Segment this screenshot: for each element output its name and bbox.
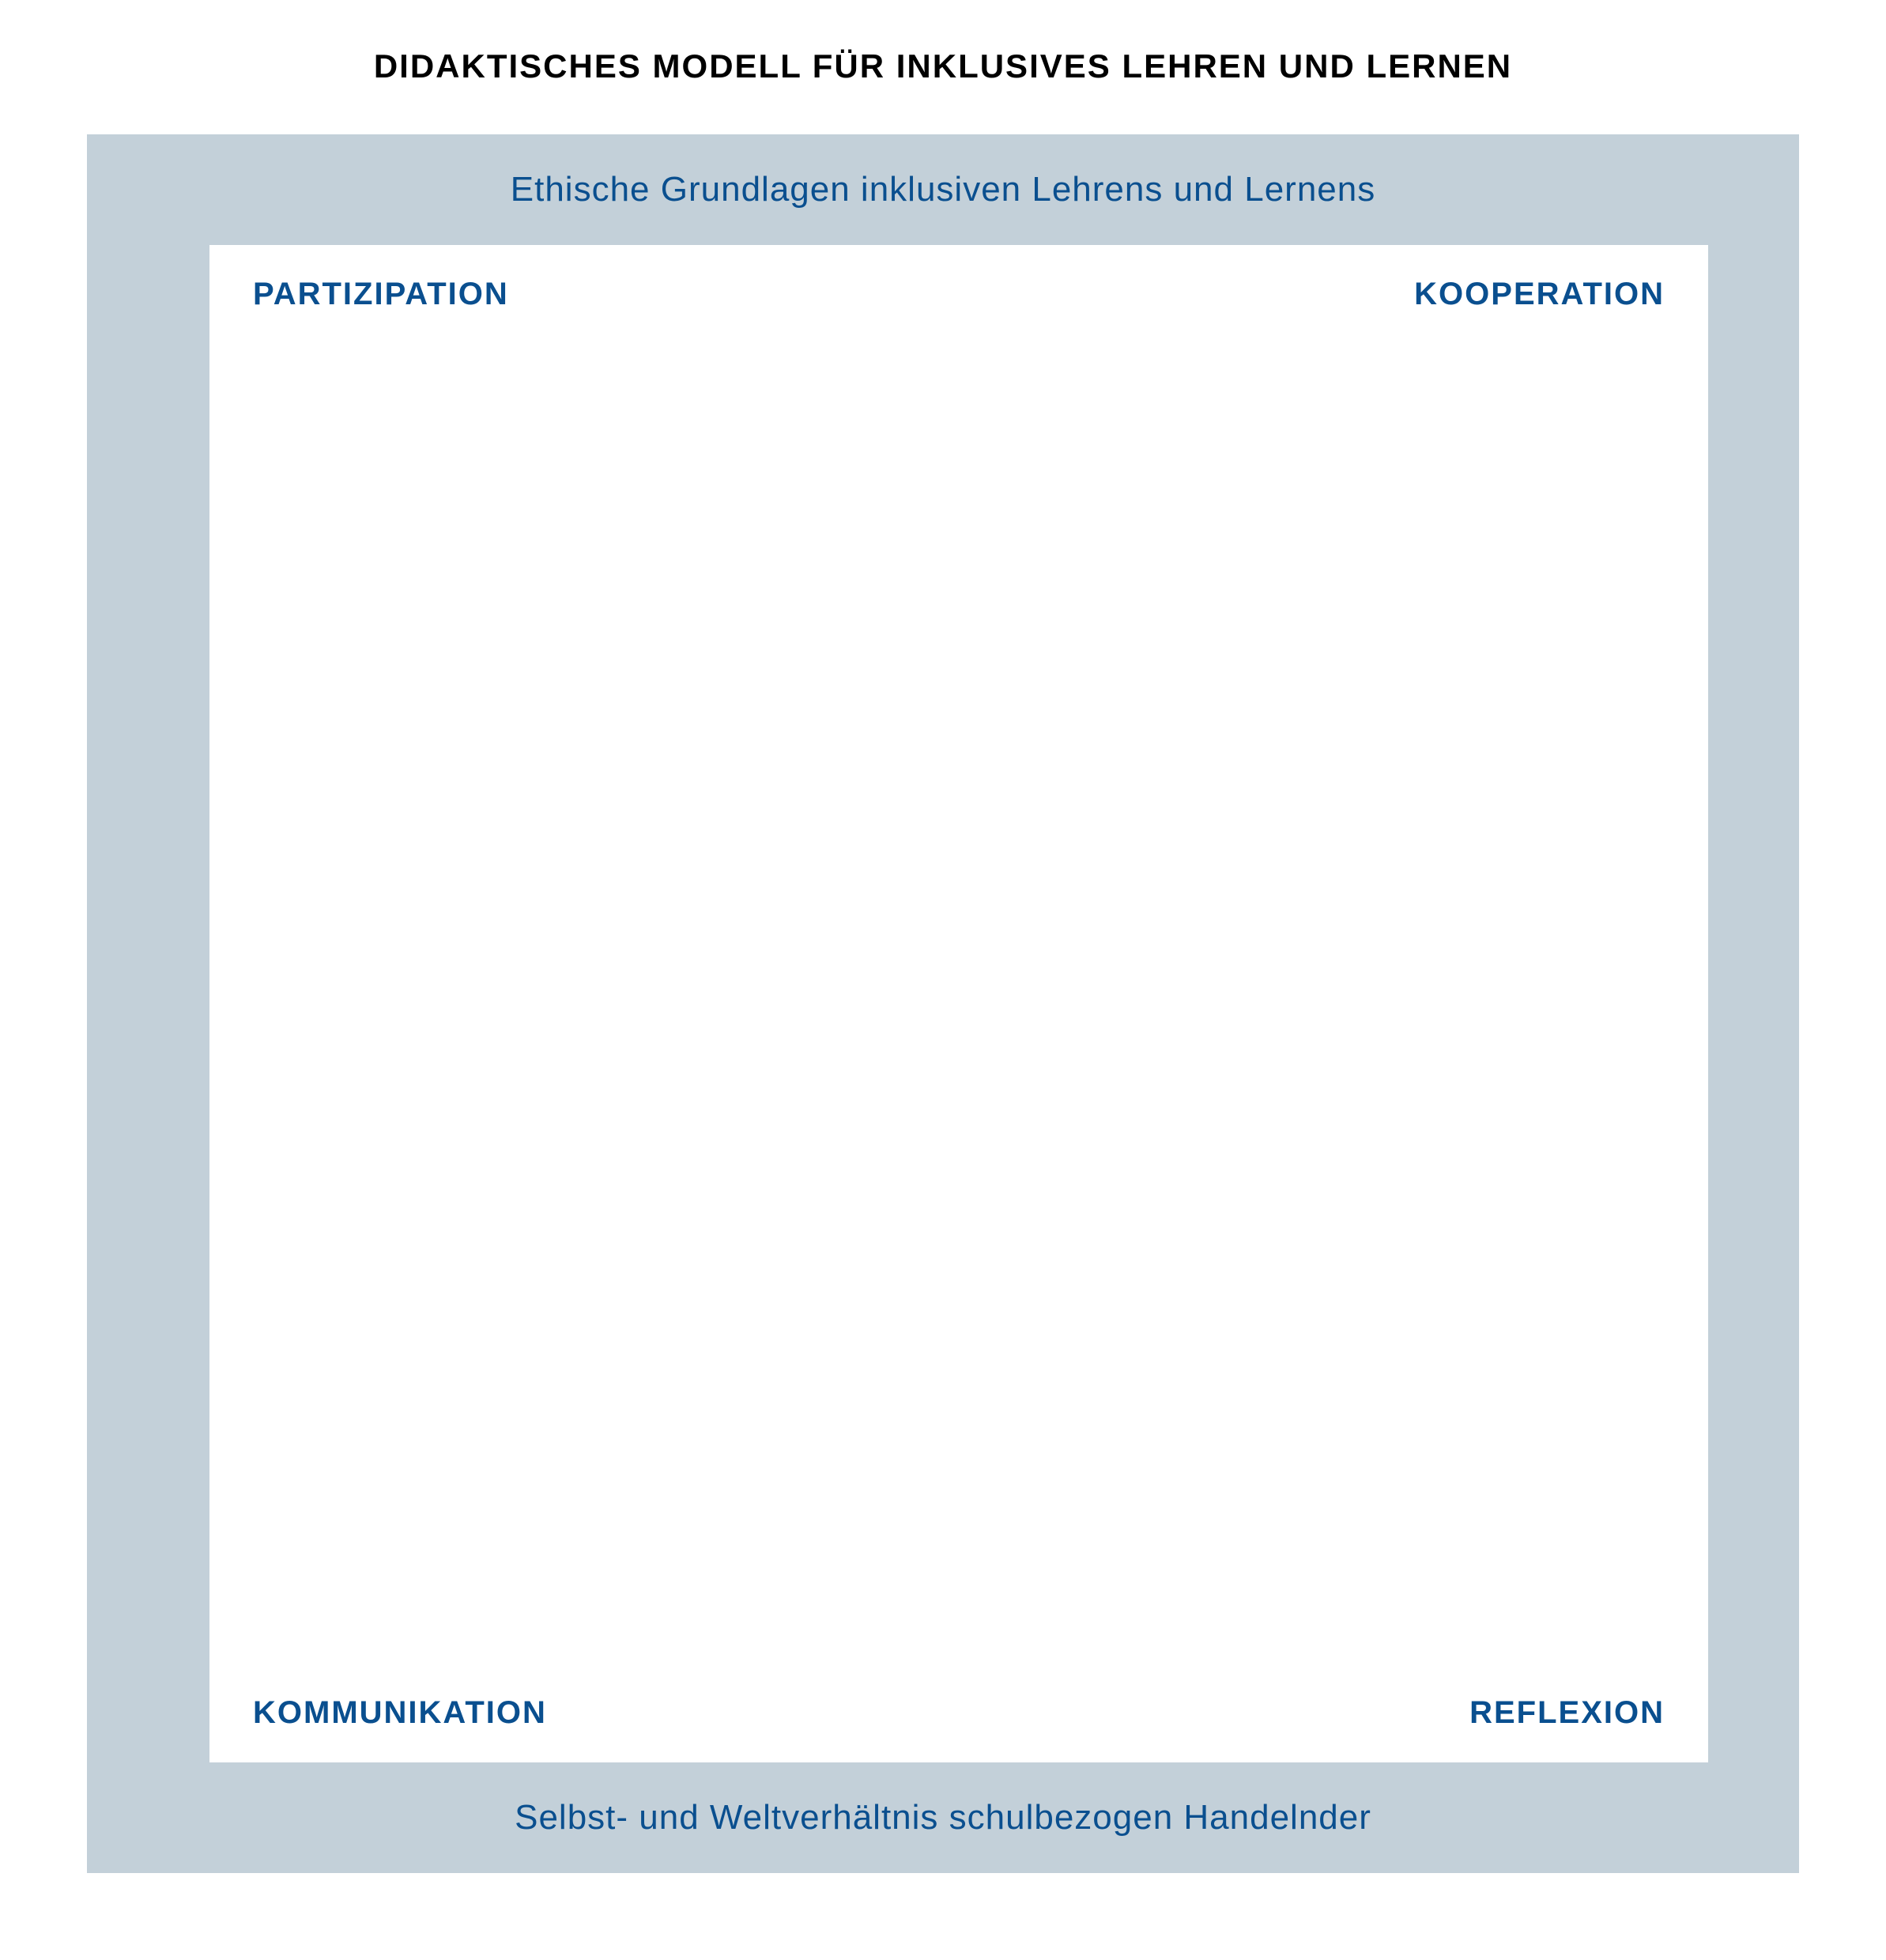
- inner-area: PARTIZIPATION KOOPERATION KOMMUNIKATION …: [209, 245, 1708, 1762]
- corner-top-right: KOOPERATION: [1414, 277, 1665, 312]
- outer-frame: Ethische Grundlagen inklusiven Lehrens u…: [87, 134, 1799, 1873]
- corner-top-left: PARTIZIPATION: [253, 277, 509, 312]
- frame-label-top: Ethische Grundlagen inklusiven Lehrens u…: [87, 170, 1799, 209]
- corner-bottom-left: KOMMUNIKATION: [253, 1695, 547, 1731]
- corner-bottom-right: REFLEXION: [1469, 1695, 1665, 1731]
- diagram-title: DIDAKTISCHES MODELL FÜR INKLUSIVES LEHRE…: [0, 47, 1886, 85]
- frame-label-bottom: Selbst- und Weltverhältnis schulbezogen …: [87, 1798, 1799, 1838]
